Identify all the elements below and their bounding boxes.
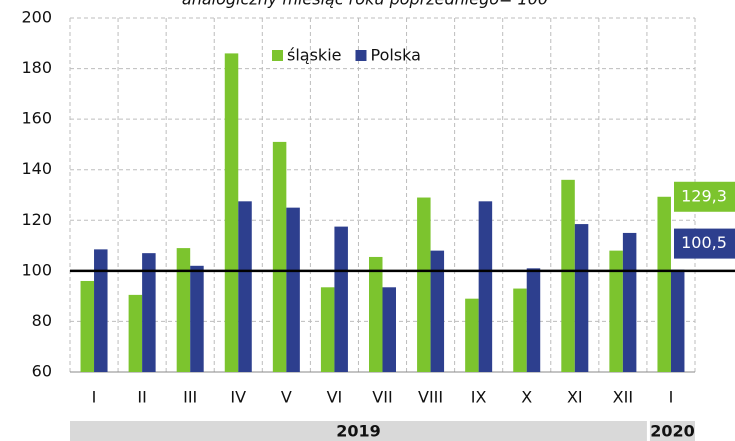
x-tick-label: VI — [327, 388, 343, 407]
y-tick-label: 140 — [21, 159, 52, 178]
legend-swatch — [272, 50, 283, 61]
value-label: 100,5 — [681, 233, 727, 252]
bar — [382, 287, 396, 372]
value-label: 129,3 — [681, 186, 727, 205]
bar — [478, 201, 493, 372]
year-band — [70, 421, 647, 441]
y-tick-label: 120 — [21, 210, 52, 229]
y-tick-label: 180 — [21, 58, 52, 77]
bar — [526, 268, 541, 372]
y-tick-label: 80 — [32, 311, 52, 330]
bar — [574, 224, 589, 372]
x-tick-label: VII — [372, 388, 392, 407]
x-tick-label: X — [521, 388, 532, 407]
legend-label: Polska — [370, 46, 420, 65]
value-label-box — [674, 181, 735, 212]
bar — [320, 287, 335, 372]
bar — [334, 226, 348, 372]
y-tick-label: 60 — [32, 362, 52, 381]
bar — [622, 232, 637, 372]
bar — [142, 253, 156, 372]
bar — [80, 280, 95, 372]
x-tick-label: I — [669, 388, 674, 407]
bar — [286, 207, 300, 372]
bar — [670, 269, 685, 372]
bar — [94, 249, 108, 372]
bar — [561, 179, 575, 372]
x-tick-label: IX — [471, 388, 487, 407]
x-tick-label: IV — [230, 388, 246, 407]
chart-title: analogiczny miesiąc roku poprzedniego= 1… — [182, 0, 548, 9]
legend-label: śląskie — [287, 46, 341, 65]
bar — [430, 250, 445, 372]
bar — [609, 250, 623, 372]
y-tick-label: 100 — [21, 260, 52, 279]
x-tick-label: VIII — [418, 388, 443, 407]
year-band — [649, 421, 695, 441]
bar — [465, 298, 479, 372]
value-label-box — [674, 228, 735, 259]
bar — [417, 197, 431, 372]
x-tick-label: V — [281, 388, 292, 407]
bar — [176, 248, 191, 372]
x-tick-label: III — [183, 388, 197, 407]
bar — [272, 141, 287, 372]
x-tick-label: XII — [613, 388, 633, 407]
x-tick-label: II — [137, 388, 146, 407]
bar — [513, 288, 527, 372]
x-tick-label: I — [92, 388, 97, 407]
year-label: 2020 — [650, 422, 695, 441]
y-tick-label: 200 — [21, 8, 52, 27]
bar — [128, 294, 143, 372]
bar — [369, 256, 383, 372]
y-tick-label: 160 — [21, 109, 52, 128]
legend-swatch — [355, 50, 367, 61]
bar — [657, 196, 671, 372]
bar — [238, 201, 252, 372]
x-tick-label: XI — [567, 388, 583, 407]
year-label: 2019 — [336, 422, 381, 441]
bar — [190, 265, 204, 372]
bar — [224, 53, 239, 373]
